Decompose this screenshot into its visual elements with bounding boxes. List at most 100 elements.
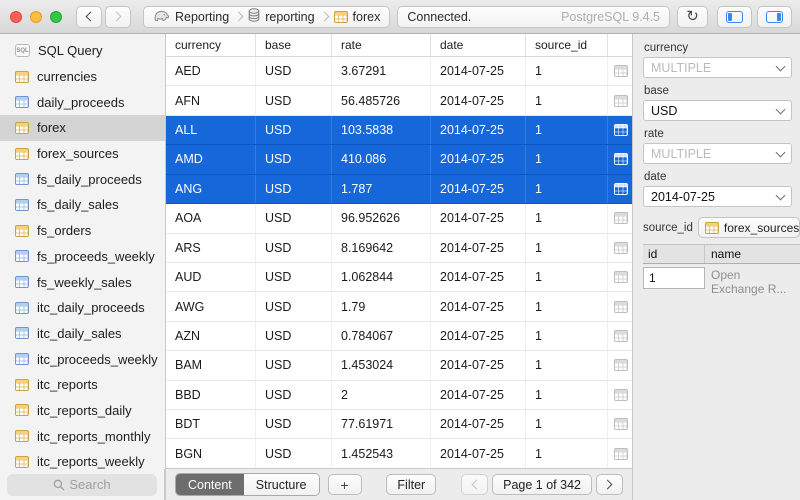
cell-source_id: 1 xyxy=(526,410,608,439)
cell-foreign-link xyxy=(608,204,632,232)
chevron-down-icon xyxy=(775,104,786,114)
column-header-date[interactable]: date xyxy=(431,34,526,56)
cell-base: USD xyxy=(256,233,332,262)
sidebar-item-currencies[interactable]: currencies xyxy=(0,64,165,90)
foreign-table-button[interactable]: forex_sources xyxy=(697,217,800,238)
foreign-table-header: id name xyxy=(643,244,800,264)
sidebar-item-label: itc_reports_monthly xyxy=(37,428,151,444)
table-row[interactable]: BDT USD 77.61971 2014-07-25 1 xyxy=(166,410,632,440)
field-currency-select[interactable]: MULTIPLE xyxy=(643,57,792,78)
cell-rate: 1.452543 xyxy=(332,439,431,468)
cell-date: 2014-07-25 xyxy=(431,174,526,204)
main-content: currency base rate date source_id AED USD 3.67… xyxy=(166,34,632,500)
table-row[interactable]: BGN USD 1.452543 2014-07-25 1 xyxy=(166,439,632,468)
foreign-row-icon[interactable] xyxy=(614,94,628,107)
sidebar-item-fs-orders[interactable]: fs_orders xyxy=(0,218,165,244)
foreign-row-icon[interactable] xyxy=(614,271,628,284)
next-page-button[interactable] xyxy=(595,474,623,495)
table-row[interactable]: BBD USD 2 2014-07-25 1 xyxy=(166,380,632,411)
sidebar-item-fs-daily-proceeds[interactable]: fs_daily_proceeds xyxy=(0,166,165,192)
sidebar-item-fs-proceeds-weekly[interactable]: fs_proceeds_weekly xyxy=(0,244,165,270)
breadcrumb-item-forex[interactable]: forex xyxy=(325,7,390,27)
minimize-window-button[interactable] xyxy=(30,10,42,23)
table-row[interactable]: AFN USD 56.485726 2014-07-25 1 xyxy=(166,86,632,116)
field-rate-select[interactable]: MULTIPLE xyxy=(643,143,792,164)
add-row-button[interactable]: + xyxy=(327,474,362,495)
column-header-currency[interactable]: currency xyxy=(166,34,256,56)
tab-content[interactable]: Content xyxy=(176,474,244,495)
chevron-down-icon xyxy=(775,147,786,157)
bottom-toolbar: Content Structure + Filter Page 1 of 342 xyxy=(166,468,632,500)
foreign-id-cell[interactable]: 1 xyxy=(643,267,705,289)
close-window-button[interactable] xyxy=(10,10,22,23)
breadcrumb-item-reporting[interactable]: reporting xyxy=(239,7,323,27)
sidebar-item-itc-reports-weekly[interactable]: itc_reports_weekly xyxy=(0,449,165,475)
foreign-row-icon[interactable] xyxy=(614,418,628,431)
tab-structure[interactable]: Structure xyxy=(243,474,319,495)
page-indicator: Page 1 of 342 xyxy=(492,474,592,495)
toggle-right-sidebar-button[interactable] xyxy=(757,5,792,28)
foreign-row-icon[interactable] xyxy=(614,241,628,254)
foreign-row-icon[interactable] xyxy=(614,65,628,78)
cell-date: 2014-07-25 xyxy=(431,115,526,145)
table-row[interactable]: AED USD 3.67291 2014-07-25 1 xyxy=(166,57,632,87)
sidebar-item-itc-proceeds-weekly[interactable]: itc_proceeds_weekly xyxy=(0,346,165,372)
foreign-row-icon[interactable] xyxy=(614,124,628,137)
foreign-row-icon[interactable] xyxy=(614,388,628,401)
foreign-row-icon[interactable] xyxy=(614,300,628,313)
foreign-row-icon[interactable] xyxy=(614,153,628,166)
view-tabs: Content Structure xyxy=(175,473,320,496)
filter-button[interactable]: Filter xyxy=(386,474,437,495)
cell-foreign-link xyxy=(608,410,632,438)
sidebar: SQL SQL Query currencies daily_proceeds fore… xyxy=(0,34,166,500)
sidebar-item-itc-daily-proceeds[interactable]: itc_daily_proceeds xyxy=(0,295,165,321)
toggle-left-sidebar-button[interactable] xyxy=(717,5,752,28)
breadcrumb-item-reporting[interactable]: Reporting xyxy=(144,7,238,27)
foreign-row-icon[interactable] xyxy=(614,330,628,342)
cell-date: 2014-07-25 xyxy=(431,439,526,468)
sidebar-item-fs-daily-sales[interactable]: fs_daily_sales xyxy=(0,192,165,218)
forward-button[interactable] xyxy=(105,5,131,28)
cell-base: USD xyxy=(256,262,332,292)
table-row[interactable]: AUD USD 1.062844 2014-07-25 1 xyxy=(166,262,632,293)
field-label: currency xyxy=(644,42,689,54)
table-row[interactable]: ARS USD 8.169642 2014-07-25 1 xyxy=(166,233,632,263)
field-date-select[interactable]: 2014-07-25 xyxy=(643,186,792,207)
table-row[interactable]: AWG USD 1.79 2014-07-25 1 xyxy=(166,292,632,322)
cell-foreign-link xyxy=(608,263,632,291)
foreign-row-icon[interactable] xyxy=(614,212,628,225)
column-header-source_id[interactable]: source_id xyxy=(526,34,608,56)
cell-base: USD xyxy=(256,115,332,145)
foreign-row-icon[interactable] xyxy=(614,359,628,372)
cell-currency: ANG xyxy=(166,174,256,204)
refresh-button[interactable]: ↻ xyxy=(677,5,708,28)
sidebar-item-forex-sources[interactable]: forex_sources xyxy=(0,141,165,167)
sidebar-item-daily-proceeds[interactable]: daily_proceeds xyxy=(0,89,165,115)
column-header-rate[interactable]: rate xyxy=(332,34,431,56)
cell-currency: AZN xyxy=(166,321,256,351)
table-icon xyxy=(15,404,29,417)
table-row[interactable]: AZN USD 0.784067 2014-07-25 1 xyxy=(166,321,632,352)
sidebar-item-itc-daily-sales[interactable]: itc_daily_sales xyxy=(0,321,165,347)
sidebar-item-forex[interactable]: forex xyxy=(0,115,165,141)
table-row[interactable]: AOA USD 96.952626 2014-07-25 1 xyxy=(166,204,632,234)
view-icon xyxy=(15,276,29,289)
zoom-window-button[interactable] xyxy=(50,10,62,23)
sidebar-item-sql-query[interactable]: SQL SQL Query xyxy=(0,38,165,64)
back-button[interactable] xyxy=(76,5,102,28)
sidebar-item-itc-reports-monthly[interactable]: itc_reports_monthly xyxy=(0,423,165,449)
search-input[interactable]: Search xyxy=(7,473,157,496)
sidebar-item-itc-reports[interactable]: itc_reports xyxy=(0,372,165,398)
column-header-base[interactable]: base xyxy=(256,34,332,56)
field-base-select[interactable]: USD xyxy=(643,100,792,121)
previous-page-button[interactable] xyxy=(461,474,489,495)
table-row[interactable]: BAM USD 1.453024 2014-07-25 1 xyxy=(166,351,632,381)
sidebar-item-fs-weekly-sales[interactable]: fs_weekly_sales xyxy=(0,269,165,295)
table-row[interactable]: ANG USD 1.787 2014-07-25 1 xyxy=(166,174,632,205)
foreign-row-icon[interactable] xyxy=(614,182,628,195)
sidebar-item-label: fs_proceeds_weekly xyxy=(37,248,155,264)
foreign-row-icon[interactable] xyxy=(614,447,628,460)
table-row[interactable]: ALL USD 103.5838 2014-07-25 1 xyxy=(166,115,632,146)
table-row[interactable]: AMD USD 410.086 2014-07-25 1 xyxy=(166,145,632,175)
sidebar-item-itc-reports-daily[interactable]: itc_reports_daily xyxy=(0,398,165,424)
